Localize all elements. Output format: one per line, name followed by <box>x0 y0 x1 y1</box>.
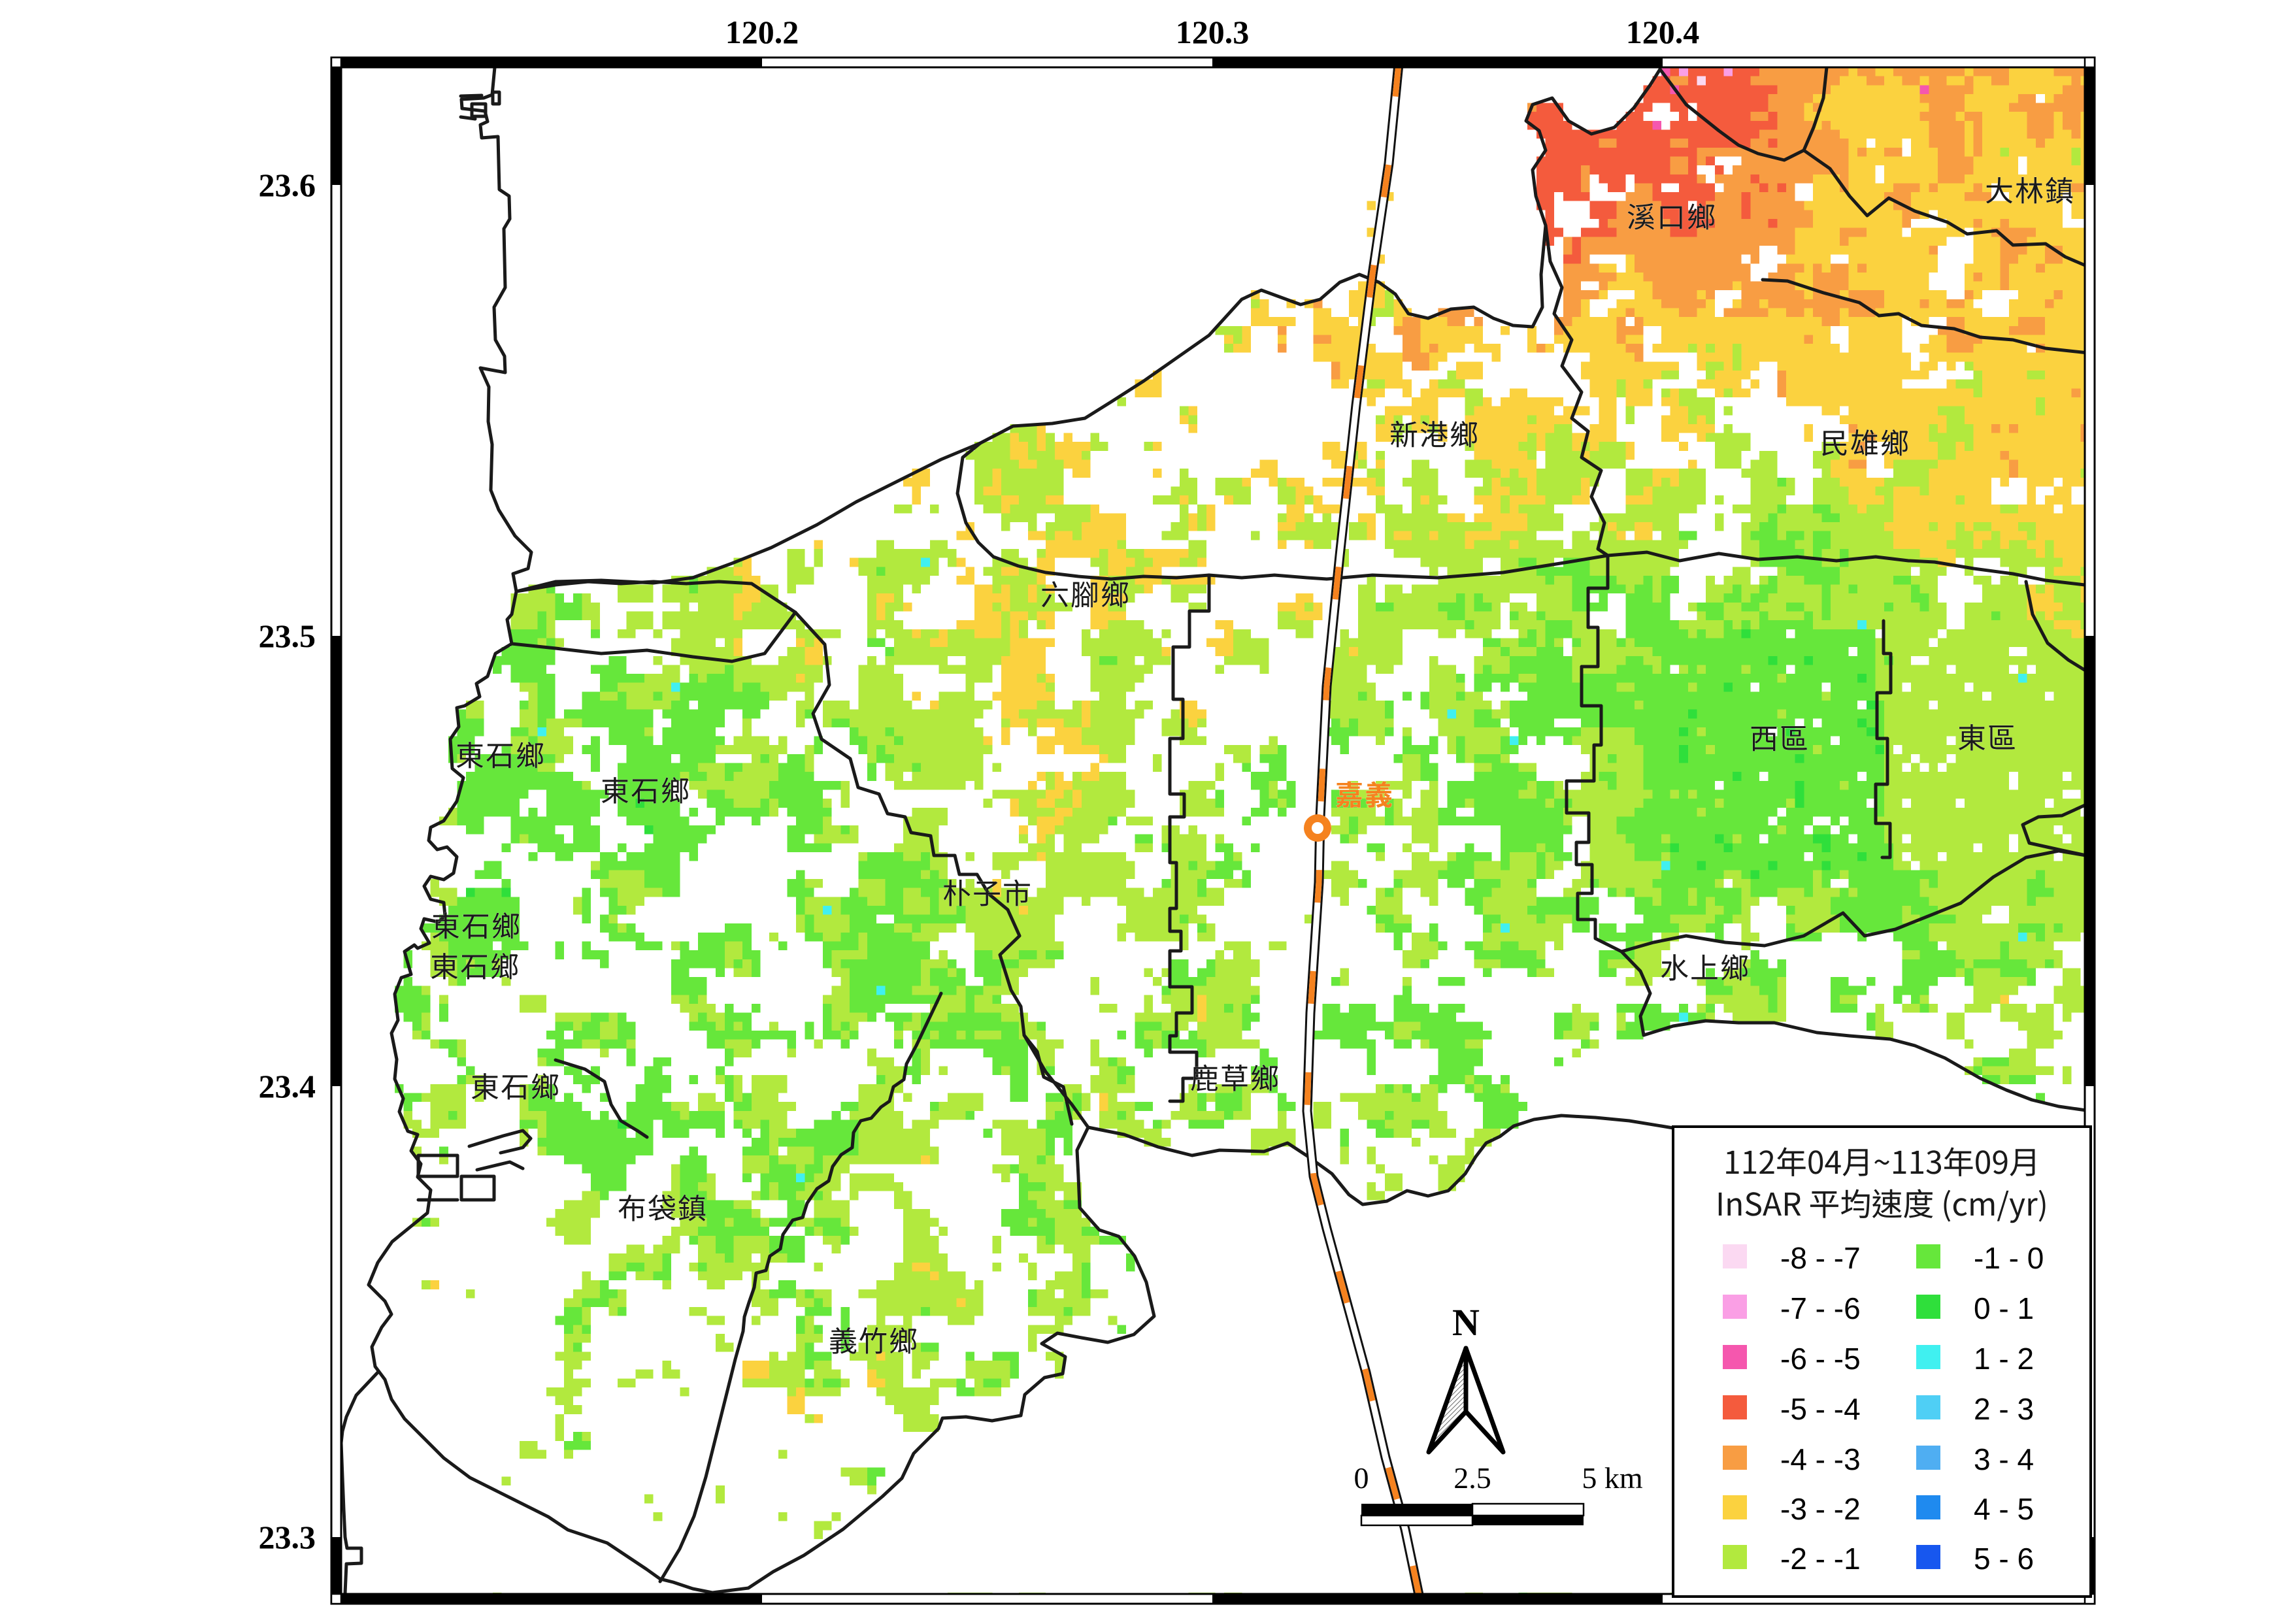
svg-text:120.2: 120.2 <box>725 14 799 50</box>
svg-text:0: 0 <box>1354 1461 1369 1495</box>
svg-text:4 - 5: 4 - 5 <box>1974 1492 2034 1526</box>
svg-text:2.5: 2.5 <box>1453 1461 1491 1495</box>
svg-text:23.4: 23.4 <box>259 1068 316 1104</box>
svg-text:3 - 4: 3 - 4 <box>1974 1442 2034 1476</box>
svg-text:-2 - -1: -2 - -1 <box>1780 1542 1861 1576</box>
svg-text:0 - 1: 0 - 1 <box>1974 1291 2034 1325</box>
svg-text:5 - 6: 5 - 6 <box>1974 1542 2034 1576</box>
svg-text:2 - 3: 2 - 3 <box>1974 1392 2034 1426</box>
svg-text:5 km: 5 km <box>1582 1461 1643 1495</box>
svg-text:-3 - -2: -3 - -2 <box>1780 1492 1861 1526</box>
svg-text:-8 - -7: -8 - -7 <box>1780 1241 1861 1275</box>
svg-text:-1 - 0: -1 - 0 <box>1974 1241 2044 1275</box>
svg-text:1 - 2: 1 - 2 <box>1974 1342 2034 1376</box>
svg-text:23.6: 23.6 <box>259 167 316 203</box>
svg-text:120.3: 120.3 <box>1176 14 1250 50</box>
svg-text:-5 - -4: -5 - -4 <box>1780 1392 1861 1426</box>
svg-text:120.4: 120.4 <box>1626 14 1700 50</box>
svg-text:-4 - -3: -4 - -3 <box>1780 1442 1861 1476</box>
svg-text:23.3: 23.3 <box>259 1519 316 1555</box>
svg-text:-6 - -5: -6 - -5 <box>1780 1342 1861 1376</box>
svg-text:N: N <box>1452 1301 1480 1344</box>
svg-text:23.5: 23.5 <box>259 618 316 654</box>
svg-text:-7 - -6: -7 - -6 <box>1780 1291 1861 1325</box>
